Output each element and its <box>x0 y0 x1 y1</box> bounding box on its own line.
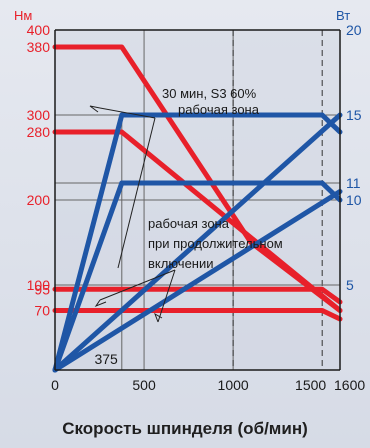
y-right-tick-label: 5 <box>346 277 354 293</box>
torque-series-line <box>52 129 343 313</box>
s3-annotation-line1: 30 мин, S3 60% <box>162 86 257 101</box>
annotation-arrowhead <box>94 299 107 308</box>
annotation-pointer <box>99 269 176 301</box>
x-tick-label: 1000 <box>218 377 249 393</box>
continuous-annotation-line3: включении <box>148 256 214 271</box>
annotation-arrowhead <box>89 105 101 113</box>
x-tick-label: 1500 <box>295 377 326 393</box>
power-series-line <box>52 180 343 373</box>
torque-series-line <box>52 308 343 322</box>
y-left-tick-label: 400 <box>27 22 51 38</box>
y-left-tick-label: 100 <box>27 277 51 293</box>
y-left-tick-label: 300 <box>27 107 51 123</box>
y-right-tick-label: 15 <box>346 107 362 123</box>
y-left-tick-label: 200 <box>27 192 51 208</box>
y-right-tick-label: 11 <box>346 175 361 191</box>
y-left-tick-label: 95 <box>34 281 50 297</box>
y-left-tick-label: 70 <box>34 303 50 319</box>
x-tick-label: 500 <box>132 377 156 393</box>
y-left-unit: Нм <box>14 8 32 23</box>
x-tick-label: 1600 <box>334 377 365 393</box>
annotation-pointer <box>99 107 156 119</box>
y-right-tick-label: 10 <box>346 192 362 208</box>
s3-annotation-line2: рабочая зона <box>178 102 260 117</box>
y-left-tick-label: 380 <box>27 39 51 55</box>
x-tick-label: 0 <box>51 377 59 393</box>
y-left-tick-label: 280 <box>27 124 51 140</box>
power-series-line <box>52 112 343 373</box>
annotation-arrowhead <box>154 312 163 323</box>
y-right-tick-label: 20 <box>346 22 362 38</box>
power-series-line <box>52 189 343 373</box>
x-axis-title: Скорость шпинделя (об/мин) <box>62 419 308 438</box>
annotation-pointer <box>117 117 156 269</box>
annotation-pointer <box>157 269 176 323</box>
y-right-unit: Вт <box>336 8 350 23</box>
continuous-annotation-line1: рабочая зона <box>148 216 230 231</box>
continuous-annotation-line2: при продолжительном <box>148 236 283 251</box>
marker-label-375: 375 <box>94 351 118 367</box>
